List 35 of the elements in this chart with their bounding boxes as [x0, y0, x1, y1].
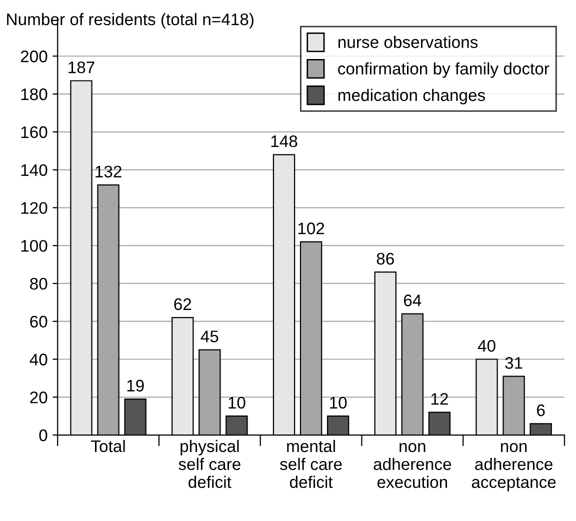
- data-label: 64: [404, 294, 422, 306]
- legend-label: confirmation by family doctor: [338, 62, 550, 78]
- y-tick-label: 80: [30, 278, 48, 290]
- y-tick-label: 120: [21, 202, 48, 214]
- x-tick-label: physical self care deficit: [178, 440, 240, 488]
- data-label: 6: [537, 404, 545, 416]
- data-label: 45: [200, 330, 218, 342]
- x-tick-label: mental self care deficit: [280, 440, 342, 488]
- data-label: 102: [298, 222, 324, 234]
- data-label: 10: [330, 396, 347, 409]
- y-tick-label: 60: [30, 316, 48, 328]
- y-tick-label: 180: [21, 88, 48, 100]
- data-label: 19: [127, 380, 144, 392]
- y-tick-label: 160: [21, 126, 48, 138]
- data-label: 148: [271, 135, 298, 148]
- legend-label: medication changes: [338, 88, 486, 104]
- data-label: 40: [478, 340, 496, 352]
- y-axis-title: Number of residents (total n=418): [7, 13, 254, 29]
- y-tick-label: 20: [30, 392, 48, 404]
- x-tick-label: Total: [91, 440, 125, 452]
- y-tick-label: 200: [20, 50, 48, 62]
- data-label: 86: [376, 252, 394, 265]
- data-label: 187: [68, 61, 94, 74]
- data-label: 62: [174, 298, 192, 310]
- y-tick-label: 100: [21, 240, 48, 252]
- y-tick-label: 40: [30, 354, 48, 366]
- data-label: 31: [505, 357, 522, 369]
- x-tick-label: non adherence execution: [374, 443, 452, 488]
- data-label: 10: [228, 396, 246, 409]
- x-tick-label: non adherence acceptance: [472, 443, 556, 492]
- y-tick-label: 140: [21, 164, 48, 176]
- data-label: 132: [96, 166, 122, 178]
- legend-label: nurse observations: [338, 36, 478, 48]
- y-tick-label: 0: [39, 429, 48, 442]
- data-label: 12: [431, 393, 448, 405]
